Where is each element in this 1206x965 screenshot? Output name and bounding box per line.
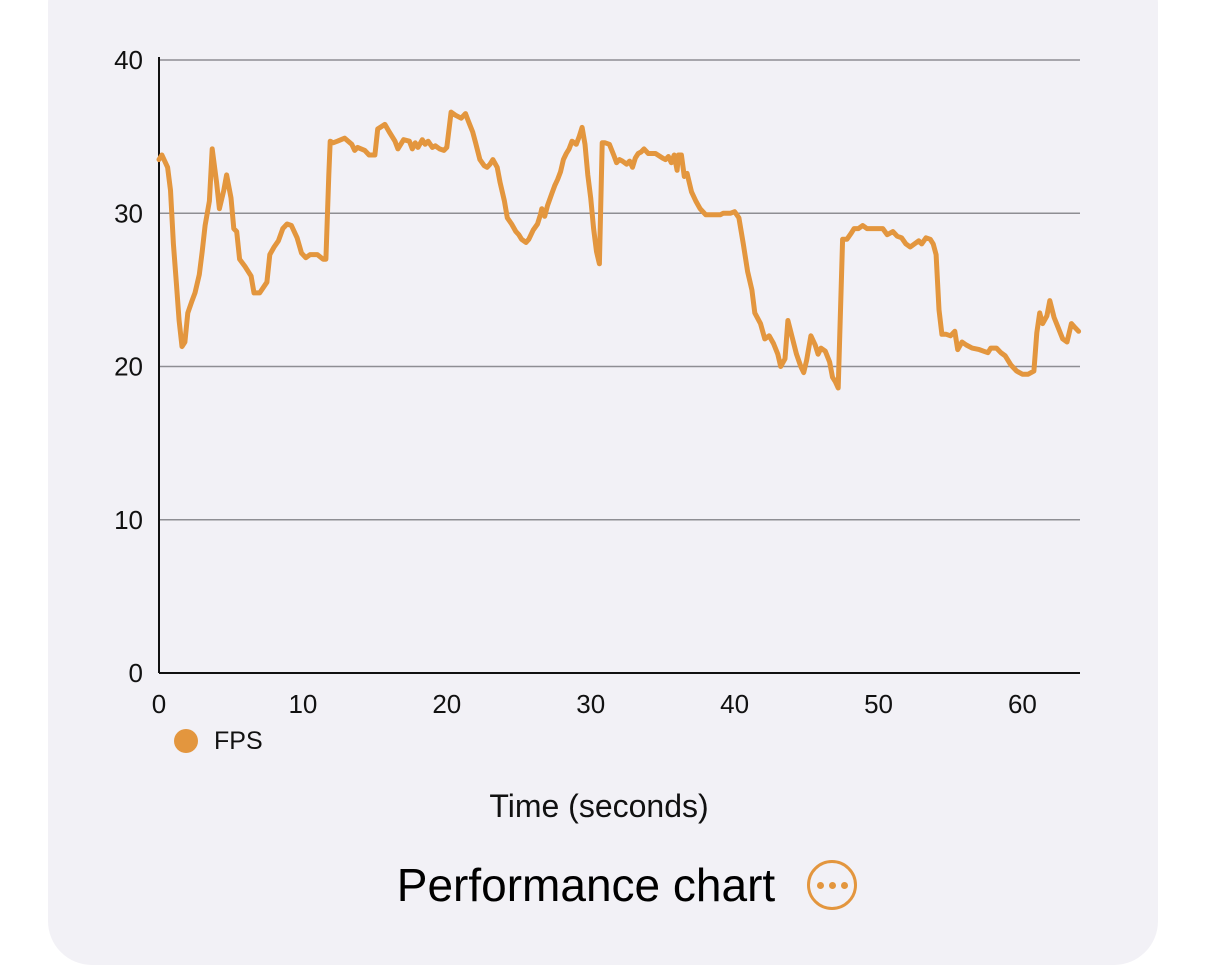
x-tick-label: 20	[432, 689, 461, 719]
axes	[158, 57, 1080, 674]
x-axis-title: Time (seconds)	[0, 788, 1206, 825]
x-tick-label: 10	[288, 689, 317, 719]
y-tick-label: 30	[114, 198, 143, 228]
more-options-button[interactable]	[807, 860, 858, 910]
y-tick-label: 0	[129, 658, 143, 688]
gridlines	[159, 59, 1080, 521]
y-tick-label: 10	[114, 505, 143, 535]
x-tick-label: 30	[576, 689, 605, 719]
chart-footer: Performance chart	[0, 858, 1206, 912]
y-tick-label: 40	[114, 45, 143, 75]
ellipsis-dot-icon	[828, 881, 836, 889]
x-tick-label: 60	[1008, 689, 1037, 719]
ellipsis-dot-icon	[816, 881, 824, 889]
y-tick-labels: 0 10 20 30 40	[114, 45, 143, 688]
legend-label-fps: FPS	[214, 726, 263, 755]
legend: FPS	[174, 726, 263, 756]
x-tick-label: 0	[152, 689, 166, 719]
legend-swatch-fps	[174, 729, 198, 753]
series-lines	[156, 109, 1082, 391]
x-tick-labels: 0 10 20 30 40 50 60	[152, 689, 1037, 719]
chart-title: Performance chart	[396, 859, 776, 911]
x-axis-title-text: Time (seconds)	[489, 788, 709, 824]
y-tick-label: 20	[114, 352, 143, 382]
series-line-fps	[156, 109, 1082, 391]
x-tick-label: 40	[720, 689, 749, 719]
x-tick-label: 50	[864, 689, 893, 719]
ellipsis-dot-icon	[840, 881, 848, 889]
